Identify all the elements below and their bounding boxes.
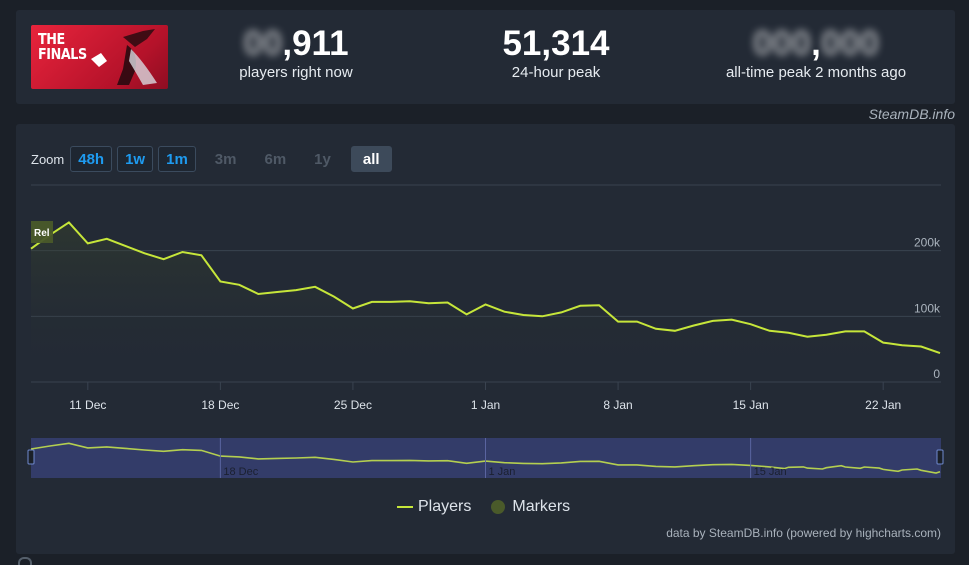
y-tick-label: 0: [933, 367, 940, 381]
marker-flag: [31, 221, 53, 243]
blurred-digits: 000: [752, 24, 812, 63]
y-tick-label: 200k: [914, 236, 941, 250]
current-players-stat: 00,911 players right now: [226, 24, 366, 82]
alltime-peak-label: all-time peak 2 months ago: [725, 64, 907, 81]
steamdb-watermark: SteamDB.info: [868, 106, 955, 122]
y-axis-labels: 0 100k 200k: [914, 236, 941, 381]
logo-wordmark: THE FINALS: [38, 30, 87, 63]
y-tick-label: 100k: [914, 301, 941, 315]
current-players-label: players right now: [239, 64, 353, 81]
x-tick-label: 8 Jan: [603, 398, 632, 412]
marker-label: Rel: [34, 228, 50, 239]
alltime-peak-stat: 000,000 all-time peak 2 months ago: [716, 24, 916, 82]
game-logo[interactable]: THE FINALS: [31, 25, 168, 89]
legend-markers-label: Markers: [512, 498, 571, 515]
blurred-digits: 00: [243, 24, 283, 63]
current-players-visible: ,911: [282, 24, 349, 63]
dot-swatch-icon: [491, 500, 506, 514]
x-tick-label: 22 Jan: [865, 398, 901, 412]
navigator-left-handle[interactable]: [27, 449, 35, 465]
navigator-right-handle[interactable]: [936, 449, 944, 465]
zoom-6m-button: 6m: [264, 150, 287, 168]
zoom-controls: Zoom 48h 1w 1m 3m 6m 1y all: [31, 144, 397, 174]
players-chart[interactable]: 11 Dec 18 Dec 25 Dec 1 Jan 8 Jan 15 Jan 22 Jan…: [16, 179, 955, 479]
legend-players[interactable]: Players: [396, 498, 471, 516]
zoom-1w-button[interactable]: 1w: [117, 146, 154, 172]
zoom-48h-button[interactable]: 48h: [70, 146, 113, 172]
logo-art-icon: [91, 29, 157, 85]
zoom-1y-button: 1y: [314, 150, 331, 168]
navigator-tick-label: 18 Dec: [223, 466, 258, 478]
x-tick-label: 11 Dec: [69, 398, 106, 412]
chart-legend: Players Markers: [396, 498, 588, 516]
release-marker[interactable]: Rel: [31, 221, 53, 243]
zoom-label: Zoom: [31, 151, 65, 167]
x-tick-label: 25 Dec: [334, 398, 372, 412]
x-tick-label: 18 Dec: [201, 398, 239, 412]
partial-icon: [18, 557, 32, 565]
peak-24h-value: 51,314: [502, 24, 610, 63]
chart-panel: Zoom 48h 1w 1m 3m 6m 1y all 11 Dec 18 Dec…: [16, 124, 955, 554]
x-axis-labels: 11 Dec 18 Dec 25 Dec 1 Jan 8 Jan 15 Jan 22 Jan: [69, 382, 901, 412]
navigator-tick-label: 15 Jan: [754, 466, 787, 478]
blurred-digits: 000: [820, 24, 880, 63]
x-tick-label: 15 Jan: [733, 398, 769, 412]
legend-players-label: Players: [418, 498, 472, 515]
navigator-line: [30, 442, 941, 474]
navigator-ticks: 18 Dec 1 Jan 15 Jan: [219, 438, 787, 478]
current-players-value: 00,911: [226, 24, 366, 64]
zoom-3m-button: 3m: [214, 150, 237, 168]
chart-credit: data by SteamDB.info (powered by highcha…: [666, 526, 941, 540]
legend-markers[interactable]: Markers: [489, 498, 570, 516]
peak-24h-label: 24-hour peak: [511, 64, 601, 81]
x-tick-label: 1 Jan: [471, 398, 500, 412]
stats-bar: THE FINALS 00,911 players right now 51,3…: [16, 10, 955, 104]
line-swatch-icon: [397, 506, 413, 508]
players-area: [31, 222, 940, 382]
navigator-tick-label: 1 Jan: [489, 466, 516, 478]
alltime-peak-visible: ,: [811, 24, 821, 63]
peak-24h-stat: 51,314 24-hour peak: [486, 24, 626, 82]
players-line: [30, 221, 941, 355]
navigator[interactable]: 18 Dec 1 Jan 15 Jan: [16, 434, 955, 484]
zoom-all-button[interactable]: all: [350, 146, 392, 172]
alltime-peak-value: 000,000: [716, 24, 916, 64]
zoom-1m-button[interactable]: 1m: [158, 146, 196, 172]
